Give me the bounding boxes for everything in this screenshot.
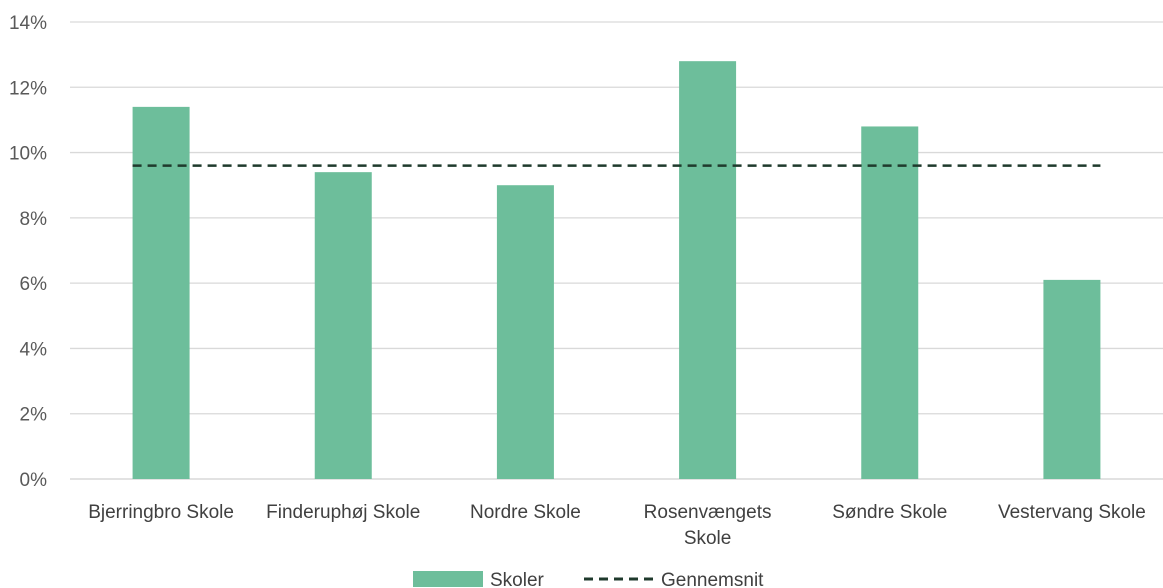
y-tick-label: 14% [9, 13, 47, 34]
x-tick-label: Finderuphøj Skole [266, 502, 420, 523]
x-axis-labels: Bjerringbro Skole Finderuphøj Skole Nordre… [88, 502, 1146, 549]
y-tick-label: 10% [9, 144, 47, 165]
x-tick-label: Vestervang Skole [998, 502, 1146, 523]
legend-label-gennemsnit: Gennemsnit [661, 570, 764, 588]
bar [679, 61, 737, 480]
legend-swatch-skoler [413, 571, 483, 587]
x-tick-label: Bjerringbro Skole [88, 502, 234, 523]
y-tick-label: 12% [9, 78, 47, 99]
bar [314, 172, 372, 479]
y-tick-label: 4% [20, 339, 48, 360]
y-tick-label: 2% [20, 405, 48, 426]
bar [1043, 279, 1101, 479]
legend-label-skoler: Skoler [490, 570, 545, 588]
bar [132, 106, 190, 479]
x-tick-label: Skole [684, 528, 732, 549]
gridlines [70, 21, 1163, 480]
bar [861, 126, 919, 479]
y-axis-ticks: 0% 2% 4% 6% 8% 10% 12% 14% [9, 13, 47, 491]
x-tick-label: Nordre Skole [470, 502, 581, 523]
y-tick-label: 6% [20, 274, 48, 295]
y-tick-label: 8% [20, 209, 48, 230]
legend: Skoler Gennemsnit [413, 570, 764, 588]
bars [132, 61, 1101, 480]
x-tick-label: Søndre Skole [832, 502, 947, 523]
bar [496, 185, 554, 479]
y-tick-label: 0% [20, 470, 48, 491]
x-tick-label: Rosenvængets [644, 502, 772, 523]
